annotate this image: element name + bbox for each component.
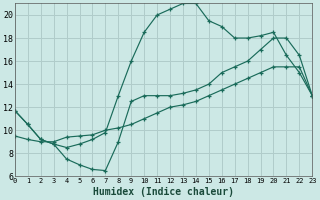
X-axis label: Humidex (Indice chaleur): Humidex (Indice chaleur) [93,186,234,197]
